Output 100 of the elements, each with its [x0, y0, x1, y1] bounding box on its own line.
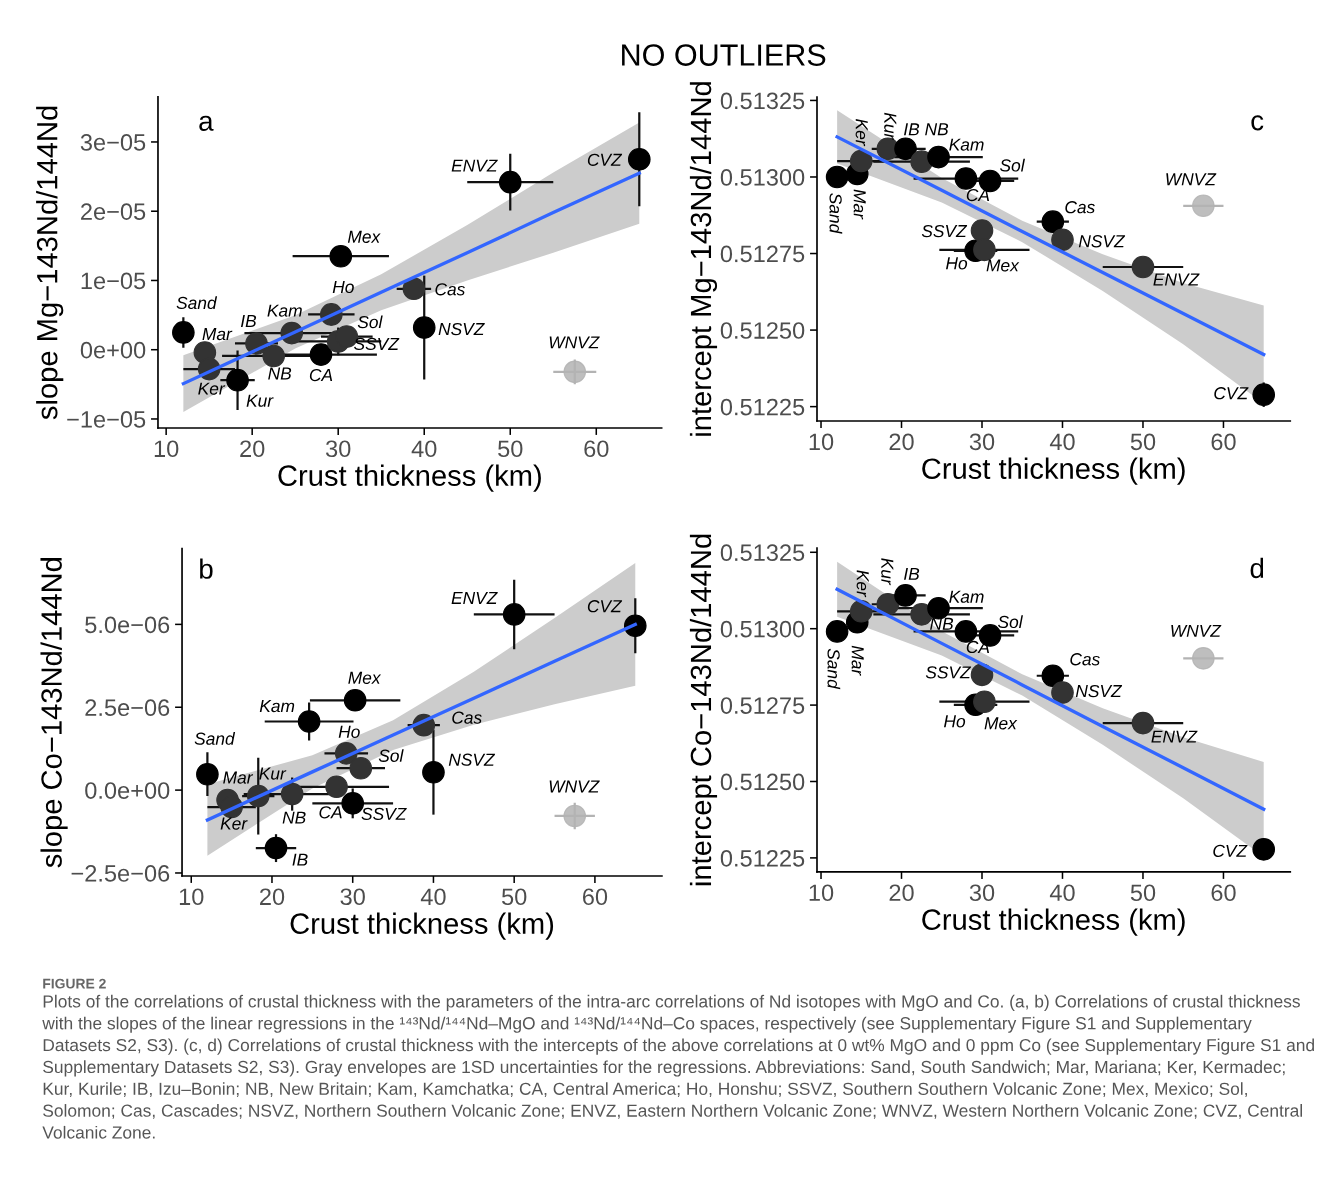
x-tick-label: 20: [260, 888, 285, 906]
annotation: ENVZ: [1153, 273, 1200, 286]
x-tick-label: 60: [1211, 433, 1236, 451]
annotation: Ho: [332, 280, 354, 294]
y-tick-label: 0.51300: [720, 620, 805, 638]
annotation: Cas: [435, 283, 465, 296]
annotation: Mar: [853, 189, 866, 220]
x-tick-label: 60: [582, 888, 608, 906]
annotation: Mar: [223, 771, 254, 784]
y-tick-label: 5.0e−06: [85, 616, 170, 634]
annotation: NB: [282, 811, 306, 824]
annotation: Mex: [986, 259, 1020, 272]
annotation: Ker: [855, 119, 868, 147]
y-tick-label: 0.51275: [720, 697, 805, 714]
point: [1192, 194, 1215, 218]
annotation: NB: [925, 123, 949, 136]
annotation: CVZ: [587, 600, 623, 613]
point: [563, 804, 587, 828]
x-tick-label: 10: [809, 884, 834, 902]
annotation: WNVZ: [549, 336, 600, 349]
x-tick-label: 50: [1130, 433, 1156, 451]
annotation: Ho: [338, 725, 360, 738]
annotation: Mex: [984, 717, 1018, 730]
y-axis-title: slope Mg−143Nd/144Nd: [36, 106, 64, 420]
annotation: NB: [268, 367, 292, 380]
y-tick-label: −1e−05: [67, 411, 146, 428]
annotation: WNVZ: [1171, 624, 1222, 637]
annotation: a: [199, 115, 214, 131]
x-tick-label: 20: [240, 440, 265, 458]
y-tick-label: 2.5e−06: [85, 699, 170, 717]
annotation: Sand: [194, 732, 236, 745]
x-tick-label: 20: [889, 884, 914, 902]
annotation: NSVZ: [448, 753, 496, 766]
annotation: c: [1251, 115, 1264, 131]
x-tick-label: 50: [1130, 884, 1156, 902]
text: NO OUTLIERS: [622, 44, 826, 66]
y-tick-label: 0.0e+00: [85, 782, 170, 799]
x-tick-label: 30: [969, 884, 995, 902]
y-tick-label: 0.51275: [720, 245, 805, 263]
annotation: CA: [319, 806, 342, 819]
annotation: Sand: [176, 296, 218, 310]
annotation: WNVZ: [549, 780, 600, 793]
point: [563, 360, 587, 384]
annotation: ENVZ: [451, 159, 498, 172]
annotation: NSVZ: [1075, 684, 1123, 698]
annotation: Sol: [357, 315, 383, 329]
annotation: Sol: [999, 158, 1025, 172]
annotation: NSVZ: [1078, 235, 1126, 248]
y-tick-label: 0.51300: [720, 169, 805, 186]
annotation: SSVZ: [354, 337, 400, 351]
x-tick-label: 60: [584, 440, 609, 458]
annotation: Ker: [856, 570, 869, 598]
x-tick-label: 10: [809, 433, 834, 451]
annotation: Sand: [827, 648, 841, 690]
y-tick-label: −2.5e−06: [71, 865, 170, 882]
x-tick-label: 10: [179, 888, 204, 906]
x-tick-label: 50: [502, 888, 527, 906]
annotation: Mex: [348, 671, 382, 684]
y-tick-label: 0.51325: [720, 544, 805, 562]
annotation: Kur: [881, 558, 894, 586]
annotation: Kur: [246, 394, 274, 407]
annotation: Sand: [829, 193, 843, 234]
annotation: IB: [292, 853, 308, 866]
annotation: Kam: [949, 590, 984, 603]
annotation: Kam: [259, 700, 295, 713]
annotation: Sol: [997, 615, 1023, 629]
annotation: Ker: [220, 817, 248, 830]
y-axis-title: intercept Mg−143Nd/144Nd: [689, 82, 718, 436]
annotation: NSVZ: [438, 322, 485, 336]
point: [1252, 838, 1276, 861]
point: [343, 688, 367, 712]
annotation: IB: [904, 567, 920, 580]
annotation: CVZ: [587, 153, 623, 166]
annotation: b: [200, 558, 213, 579]
y-tick-label: 0.51250: [720, 322, 805, 339]
annotation: Cas: [1065, 201, 1095, 214]
annotation: SSVZ: [925, 666, 972, 679]
y-tick-label: 0.51325: [720, 92, 805, 110]
annotation: Kur: [884, 112, 897, 140]
x-tick-label: 60: [1211, 884, 1236, 902]
annotation: Cas: [452, 711, 482, 724]
x-tick-label: 40: [1049, 433, 1075, 451]
annotation: SSVZ: [921, 224, 968, 238]
annotation: Ker: [198, 382, 226, 395]
annotation: Ho: [944, 715, 966, 728]
annotation: Sol: [378, 749, 404, 762]
x-tick-label: 30: [969, 433, 995, 451]
y-tick-label: 0.51250: [720, 773, 805, 791]
annotation: Mar: [851, 645, 864, 676]
y-tick-label: 0e+00: [80, 341, 146, 359]
y-axis-title: slope Co−143Nd/144Nd: [40, 558, 68, 868]
x-tick-label: 40: [411, 440, 437, 458]
annotation: IB: [240, 315, 257, 327]
x-axis-title: Crust thickness (km): [922, 908, 1185, 936]
x-tick-label: 40: [420, 888, 446, 906]
x-axis-title: Crust thickness (km): [278, 464, 541, 492]
y-tick-label: 0.51225: [720, 849, 805, 867]
annotation: Cas: [1070, 653, 1100, 666]
y-tick-label: 0.51225: [720, 398, 805, 416]
x-tick-label: 30: [325, 440, 351, 458]
